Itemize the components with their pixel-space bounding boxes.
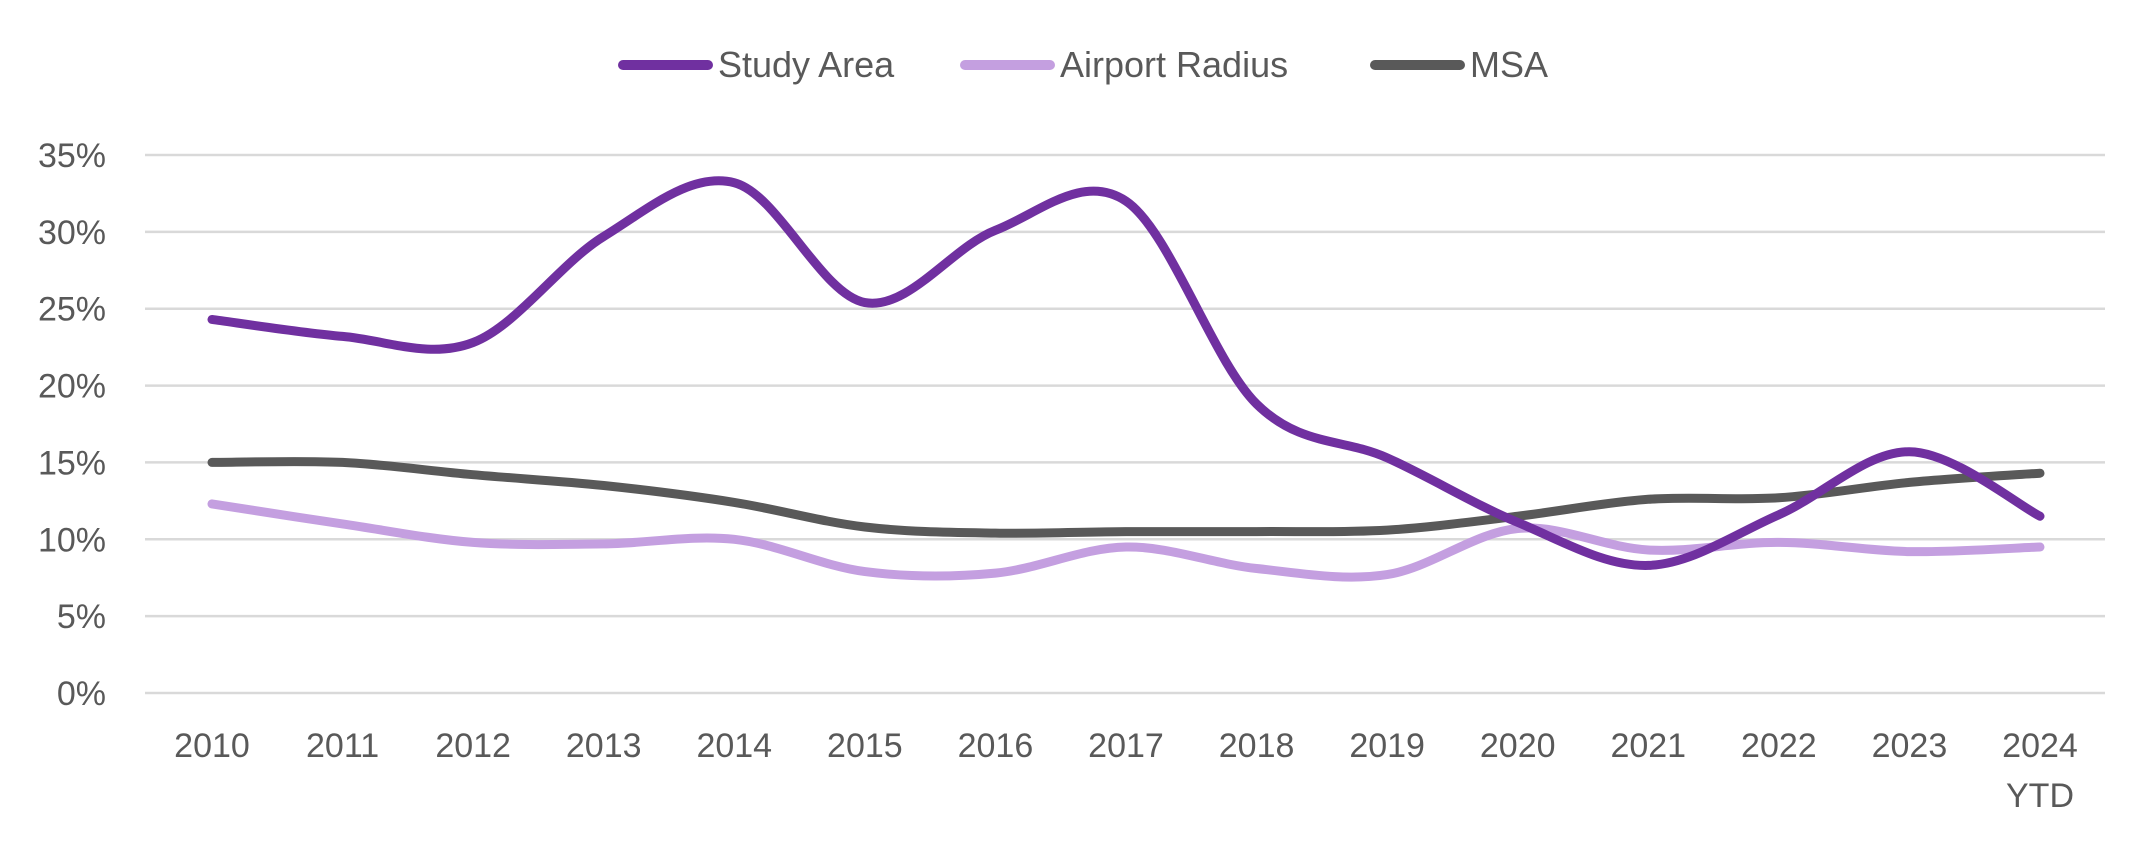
y-gridlines	[145, 153, 2105, 695]
x-tick-label-line: 2015	[827, 727, 903, 765]
x-tick-label-line: 2020	[1480, 727, 1556, 765]
x-tick-label: 2024 YTD	[2002, 727, 2078, 815]
x-tick-label-line: 2019	[1349, 727, 1425, 765]
legend-item-study-area: Study Area	[618, 44, 895, 85]
x-tick-label-line: 2021	[1610, 727, 1686, 765]
x-tick-label: 2011	[306, 727, 379, 765]
x-tick-label: 2015	[827, 727, 903, 765]
y-tick-label: 10%	[38, 521, 106, 559]
chart-legend: Study Area Airport Radius MSA	[618, 44, 1548, 85]
legend-item-msa: MSA	[1370, 44, 1548, 85]
x-tick-label-line: 2013	[566, 727, 642, 765]
x-tick-label-line: 2024	[2002, 727, 2078, 765]
x-tick-label: 2016	[958, 727, 1034, 765]
x-tick-label-line: YTD	[2006, 777, 2074, 815]
x-tick-label-line: 2010	[174, 727, 250, 765]
x-tick-label: 2020	[1480, 727, 1556, 765]
x-tick-label-line: 2014	[696, 727, 772, 765]
x-tick-label-line: 2022	[1741, 727, 1817, 765]
chart-series	[207, 176, 2045, 582]
y-tick-label: 25%	[38, 291, 106, 329]
legend-label: Study Area	[718, 44, 895, 85]
legend-label: MSA	[1470, 44, 1548, 85]
x-tick-label: 2017	[1088, 727, 1164, 765]
x-tick-label: 2021	[1610, 727, 1686, 765]
x-tick-label: 2012	[435, 727, 511, 765]
x-tick-label: 2018	[1219, 727, 1295, 765]
y-tick-label: 5%	[57, 598, 106, 636]
y-tick-label: 0%	[57, 675, 106, 713]
x-tick-label-line: 2012	[435, 727, 511, 765]
x-tick-label-line: 2023	[1872, 727, 1948, 765]
x-tick-label: 2010	[174, 727, 250, 765]
y-tick-label: 30%	[38, 214, 106, 252]
x-tick-label: 2022	[1741, 727, 1817, 765]
legend-label: Airport Radius	[1060, 44, 1288, 85]
x-axis-tick-labels: 2010 2011 2012 2013 2014 2015 2016 2017 2018 2019…	[174, 727, 2078, 815]
x-tick-label-line: 2017	[1088, 727, 1164, 765]
y-tick-label: 35%	[38, 137, 106, 175]
legend-item-airport-radius: Airport Radius	[960, 44, 1288, 85]
x-tick-label: 2013	[566, 727, 642, 765]
x-tick-label: 2019	[1349, 727, 1425, 765]
series-line-msa	[207, 457, 2045, 538]
y-axis-tick-labels: 0% 5% 10% 15% 20% 25% 30% 35%	[38, 137, 106, 713]
x-tick-label-line: 2011	[306, 727, 379, 765]
x-tick-label: 2023	[1872, 727, 1948, 765]
x-tick-label-line: 2016	[958, 727, 1034, 765]
x-tick-label: 2014	[696, 727, 772, 765]
y-tick-label: 20%	[38, 368, 106, 406]
series-line-airport-radius	[207, 499, 2045, 582]
y-tick-label: 15%	[38, 444, 106, 482]
x-tick-label-line: 2018	[1219, 727, 1295, 765]
series-line-study-area	[207, 176, 2045, 570]
